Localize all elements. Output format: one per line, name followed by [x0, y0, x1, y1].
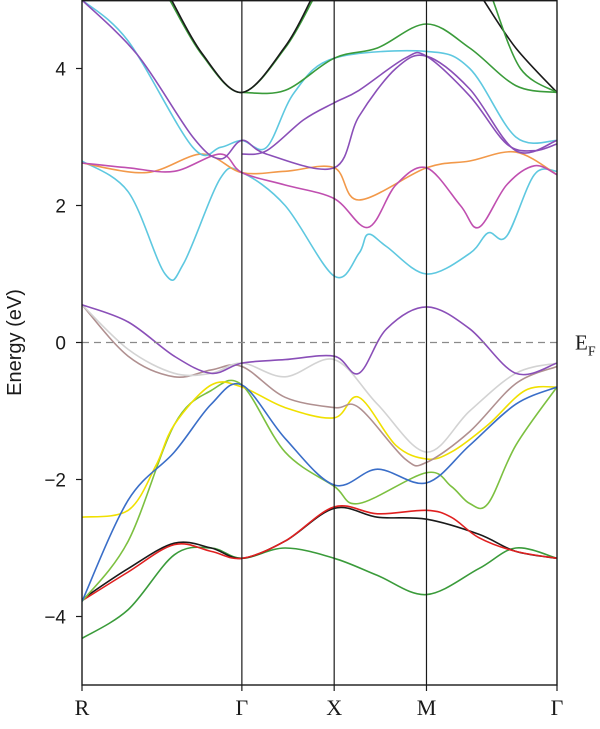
band-line-14	[82, 0, 557, 170]
fermi-level-label: EF	[575, 331, 596, 360]
y-axis-label: Energy (eV)	[4, 289, 26, 396]
y-tick-label: −4	[44, 608, 66, 629]
band-line-13	[82, 0, 557, 157]
x-tick-label: M	[417, 695, 437, 720]
x-tick-label: X	[326, 695, 342, 720]
band-lines	[82, 0, 557, 640]
band-line-16	[241, 23, 557, 95]
band-line-10	[82, 160, 557, 282]
band-line-12	[82, 153, 557, 229]
band-line-8	[82, 304, 557, 453]
band-line-5	[82, 381, 557, 518]
y-tick-label: −2	[44, 471, 66, 492]
band-line-17	[169, 0, 314, 94]
y-tick-label: 4	[55, 60, 66, 81]
y-tick-label: 0	[55, 334, 66, 355]
band-line-6	[82, 382, 557, 602]
plot-frame	[81, 0, 558, 686]
band-line-20	[492, 0, 557, 94]
x-tick-label: R	[75, 695, 90, 720]
band-line-1	[82, 546, 557, 640]
band-line-18	[170, 0, 312, 94]
band-line-19	[482, 0, 557, 94]
y-axis-ticks: −4 −2 0 2 4	[44, 60, 82, 629]
x-tick-label: Γ	[236, 695, 249, 720]
x-tick-label: Γ	[551, 695, 564, 720]
y-tick-label: 2	[55, 197, 66, 218]
band-line-4	[82, 379, 557, 602]
band-line-15	[241, 51, 557, 156]
band-line-7	[82, 304, 557, 467]
